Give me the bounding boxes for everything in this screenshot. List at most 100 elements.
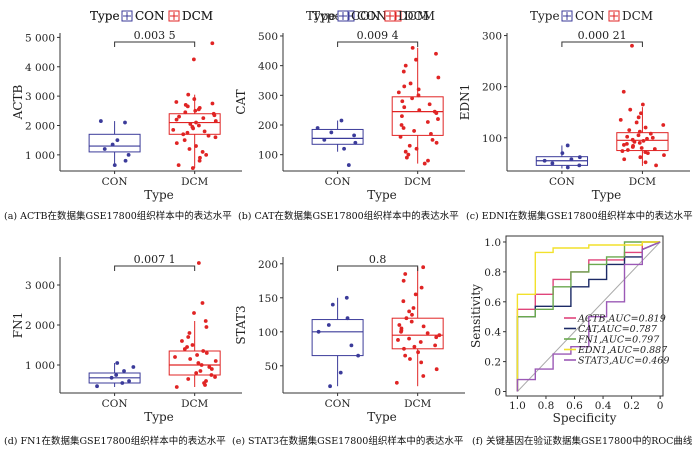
data-point-con <box>127 379 131 383</box>
data-point-dcm <box>645 151 650 156</box>
roc-legend-label-3: EDN1,AUC=0.887 <box>577 345 668 356</box>
caption-e: (e) STAT3在数据集GSE17800组织样本中的表达水平 <box>232 436 464 447</box>
data-point-dcm <box>645 136 649 141</box>
data-point-dcm <box>622 143 626 147</box>
data-point-con <box>346 163 351 167</box>
roc-legend-label-0: ACTB,AUC=0.819 <box>577 314 666 325</box>
data-point-dcm <box>173 355 177 359</box>
y-tick-label: 2 000 <box>25 120 55 132</box>
caption-b: (b) CAT在数据集GSE17800组织样本中的表达水平 <box>238 211 459 222</box>
y-tick-label: 2 000 <box>25 320 55 332</box>
data-point-con <box>342 146 346 151</box>
data-point-dcm <box>187 331 192 335</box>
data-point-dcm <box>190 166 195 170</box>
data-point-dcm <box>620 149 625 153</box>
data-point-con <box>356 353 361 358</box>
data-point-dcm <box>412 344 417 349</box>
data-point-dcm <box>213 375 217 379</box>
data-point-con <box>126 152 131 157</box>
y-axis-label: EDN1 <box>458 84 472 121</box>
data-point-dcm <box>210 41 215 46</box>
data-point-dcm <box>630 43 634 48</box>
data-point-dcm <box>190 343 195 347</box>
roc-line-2 <box>516 241 661 392</box>
pvalue-label: 0.007 1 <box>134 253 176 266</box>
data-point-dcm <box>187 147 192 151</box>
y-tick-label: 3 000 <box>25 280 55 292</box>
panel-e: Type CON DCM 50 100 150 200 CON DCM Type STAT3 0.8 <box>234 9 465 424</box>
data-point-dcm <box>414 146 419 151</box>
data-point-dcm <box>200 301 205 305</box>
data-point-dcm <box>434 140 439 145</box>
y-tick-label: 300 <box>258 90 278 102</box>
data-point-dcm <box>401 278 406 283</box>
data-point-dcm <box>204 152 209 157</box>
box-iqr <box>168 113 221 135</box>
y-tick-label: 300 <box>482 31 502 43</box>
x-tick-label: DCM <box>181 398 208 410</box>
data-point-dcm <box>413 292 418 297</box>
x-tick-label: DCM <box>404 176 431 188</box>
data-point-con <box>339 118 344 123</box>
data-point-dcm <box>177 114 181 119</box>
data-point-dcm <box>196 261 201 265</box>
data-point-dcm <box>621 89 626 94</box>
data-point-dcm <box>185 130 190 135</box>
data-point-dcm <box>404 316 409 321</box>
data-point-dcm <box>174 100 179 104</box>
data-point-dcm <box>625 134 630 139</box>
y-tick-label: 100 <box>482 133 502 145</box>
data-point-con <box>322 137 327 142</box>
data-point-con <box>115 138 120 143</box>
data-point-dcm <box>402 105 407 110</box>
y-tick-label: 5 000 <box>25 32 55 44</box>
data-point-dcm <box>407 143 412 148</box>
pvalue-bracket <box>114 265 196 271</box>
data-point-dcm <box>194 120 198 125</box>
panel-b: Type CON DCM 100 200 300 400 500 CON DCM Type CAT 0.… <box>234 9 465 202</box>
data-point-dcm <box>436 75 441 80</box>
y-axis-label: CAT <box>234 89 248 114</box>
x-axis-label: Type <box>144 188 174 202</box>
data-point-con <box>577 155 582 160</box>
data-point-dcm <box>401 299 406 304</box>
data-point-dcm <box>403 63 408 68</box>
y-tick-label: 0.2 <box>484 357 501 369</box>
data-point-dcm <box>212 113 217 118</box>
y-tick-label: 400 <box>258 61 278 73</box>
data-point-dcm <box>662 153 666 158</box>
data-point-dcm <box>183 110 188 115</box>
data-point-dcm <box>622 157 627 162</box>
y-axis-label: Sensitivity <box>469 284 483 348</box>
data-point-dcm <box>417 108 422 113</box>
x-axis-label: Type <box>367 188 397 202</box>
pvalue-bracket <box>561 41 643 47</box>
data-point-dcm <box>400 114 404 118</box>
data-point-dcm <box>394 380 399 385</box>
legend-con-label: CON <box>135 9 165 23</box>
data-point-dcm <box>408 357 412 361</box>
x-axis-label: Type <box>367 410 397 424</box>
data-point-dcm <box>204 325 209 329</box>
legend-title: Type <box>530 9 560 23</box>
data-point-dcm <box>648 131 653 136</box>
legend-con-label: CON <box>575 9 605 23</box>
x-tick-label: 0.2 <box>623 400 640 412</box>
data-point-dcm <box>638 155 643 160</box>
data-point-dcm <box>406 152 411 157</box>
data-point-dcm <box>654 163 658 168</box>
data-point-dcm <box>434 51 438 56</box>
box-dcm <box>168 321 221 387</box>
pvalue-bracket <box>337 265 419 271</box>
data-point-dcm <box>637 129 642 134</box>
data-point-con <box>131 365 136 369</box>
box-iqr <box>311 319 364 357</box>
data-point-dcm <box>402 84 407 89</box>
legend-dcm-label: DCM <box>622 9 653 23</box>
x-tick-label: CON <box>102 176 128 188</box>
data-point-dcm <box>400 99 405 104</box>
legend-dcm-label: DCM <box>404 9 435 23</box>
data-point-dcm <box>194 144 198 148</box>
x-axis-label: Specificity <box>553 411 617 425</box>
